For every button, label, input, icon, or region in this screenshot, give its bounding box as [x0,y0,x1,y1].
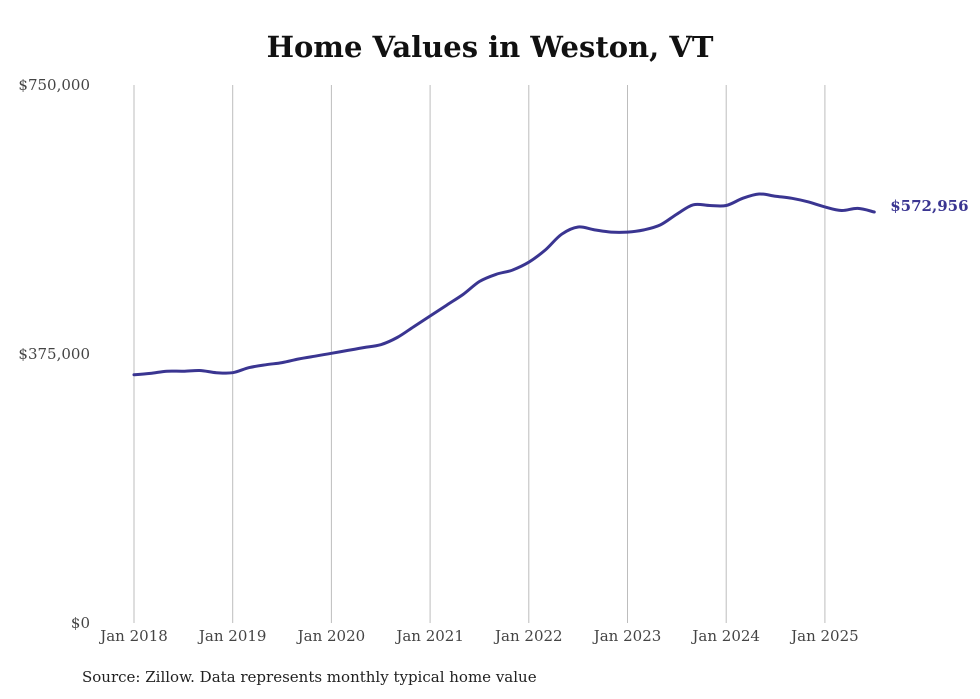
x-tick-label: Jan 2025 [789,627,859,645]
x-tick-label: Jan 2024 [690,627,760,645]
x-axis-ticks: Jan 2018 Jan 2019 Jan 2020 Jan 2021 Jan 2022… [98,627,858,645]
y-tick-label: $375,000 [18,345,90,363]
end-value-label: $572,956 [890,197,968,215]
chart-title: Home Values in Weston, VT [266,30,714,64]
x-tick-label: Jan 2020 [296,627,366,645]
x-tick-label: Jan 2018 [98,627,168,645]
x-tick-label: Jan 2023 [592,627,662,645]
x-tick-label: Jan 2022 [493,627,563,645]
gridlines [133,85,826,623]
source-note: Source: Zillow. Data represents monthly … [82,668,537,686]
y-tick-label: $750,000 [18,76,90,94]
y-tick-label: $0 [71,614,90,632]
x-tick-label: Jan 2021 [394,627,464,645]
y-axis-ticks: $0 $375,000 $750,000 [18,76,90,632]
series-line [132,192,876,377]
x-tick-label: Jan 2019 [197,627,267,645]
end-label-layer: $572,956 [890,197,968,215]
series-layer [132,192,876,377]
